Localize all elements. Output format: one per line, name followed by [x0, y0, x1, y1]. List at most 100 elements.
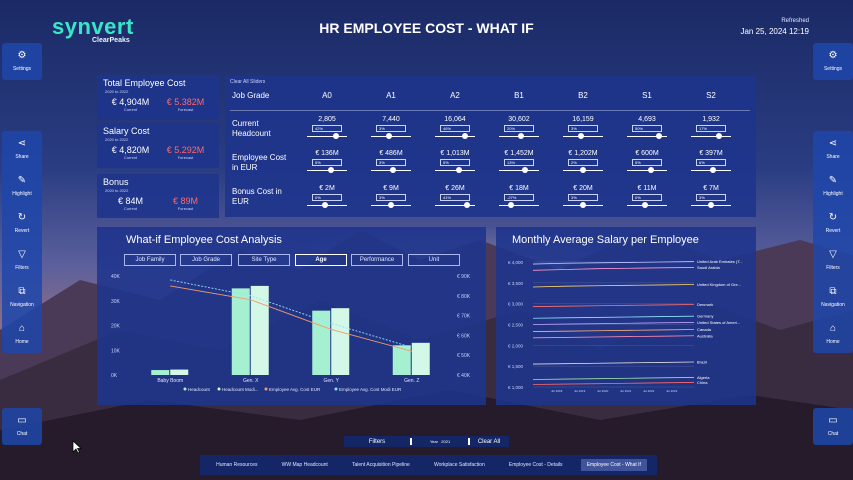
slider-handle[interactable]: [580, 202, 586, 208]
clear-all-sliders-button[interactable]: Clear All Sliders: [230, 79, 266, 85]
filters-button-left[interactable]: ▽ Filters: [15, 249, 29, 272]
salary-line[interactable]: [532, 377, 695, 380]
slider-track[interactable]: [691, 133, 731, 139]
salary-line[interactable]: [532, 304, 695, 307]
slider-track[interactable]: [563, 202, 603, 208]
chat-button-left[interactable]: ▭ Chat: [16, 415, 28, 438]
home-button-right[interactable]: ⌂ Home: [826, 323, 840, 346]
percent-input[interactable]: -27%: [504, 194, 534, 201]
navigation-button-right[interactable]: ⧉ Navigation: [821, 286, 845, 309]
bar-headcount-modified[interactable]: [411, 342, 430, 375]
tab-site-type[interactable]: Site Type: [238, 254, 290, 266]
year-filter[interactable]: Year 2021: [429, 439, 451, 444]
filters-label[interactable]: Filters: [368, 438, 386, 445]
percent-input[interactable]: 20%: [504, 125, 534, 132]
bar-headcount[interactable]: [151, 370, 170, 375]
bar-headcount[interactable]: [231, 288, 250, 375]
percent-input[interactable]: 3%: [376, 194, 406, 201]
slider-handle[interactable]: [462, 133, 468, 139]
slider-track[interactable]: [563, 167, 603, 173]
chat-button-right[interactable]: ▭ Chat: [827, 415, 839, 438]
slider-handle[interactable]: [518, 133, 524, 139]
slider-track[interactable]: [499, 133, 539, 139]
slider-track[interactable]: [563, 133, 603, 139]
slider-track[interactable]: [691, 202, 731, 208]
salary-line[interactable]: [532, 361, 695, 365]
slider-handle[interactable]: [648, 167, 654, 173]
page-tab[interactable]: Employee Cost - Details: [508, 462, 563, 468]
slider-track[interactable]: [627, 133, 667, 139]
page-tab[interactable]: WW Map Headcount: [281, 462, 328, 468]
percent-input[interactable]: 13%: [504, 159, 534, 166]
tab-age[interactable]: Age: [295, 254, 347, 266]
page-tab[interactable]: Employee Cost - What If: [580, 459, 647, 471]
slider-track[interactable]: [499, 167, 539, 173]
slider-track[interactable]: [371, 167, 411, 173]
share-button-right[interactable]: ⋖ Share: [826, 138, 840, 161]
percent-input[interactable]: 6%: [696, 159, 726, 166]
percent-input[interactable]: 46%: [440, 125, 470, 132]
page-tab[interactable]: Talent Acquisition Pipeline: [351, 462, 410, 468]
salary-line[interactable]: [532, 329, 695, 332]
bar-headcount-modified[interactable]: [170, 369, 189, 375]
tab-job-family[interactable]: Job Family: [124, 254, 176, 266]
slider-handle[interactable]: [390, 167, 396, 173]
slider-handle[interactable]: [328, 167, 334, 173]
bar-headcount[interactable]: [312, 310, 331, 375]
slider-handle[interactable]: [322, 202, 328, 208]
share-button-left[interactable]: ⋖ Share: [15, 138, 29, 161]
bar-headcount[interactable]: [392, 345, 411, 375]
settings-button-right[interactable]: ⚙ Settings: [823, 50, 843, 73]
filters-button-right[interactable]: ▽ Filters: [826, 249, 840, 272]
percent-input[interactable]: 3%: [376, 125, 406, 132]
revert-button-right[interactable]: ↻ Revert: [825, 212, 841, 235]
percent-input[interactable]: 41%: [440, 194, 470, 201]
slider-handle[interactable]: [464, 202, 470, 208]
slider-handle[interactable]: [332, 133, 339, 139]
slider-handle[interactable]: [580, 167, 586, 173]
slider-track[interactable]: [307, 202, 347, 208]
slider-track[interactable]: [371, 202, 411, 208]
slider-handle[interactable]: [388, 202, 394, 208]
slider-track[interactable]: [691, 167, 731, 173]
slider-handle[interactable]: [522, 167, 528, 173]
percent-input[interactable]: 3%: [568, 125, 598, 132]
revert-button-left[interactable]: ↻ Revert: [14, 212, 30, 235]
bar-headcount-modified[interactable]: [331, 308, 350, 375]
page-tab[interactable]: Workplace Satisfaction: [433, 462, 485, 468]
percent-input[interactable]: 17%: [696, 125, 726, 132]
slider-track[interactable]: [307, 133, 347, 139]
salary-line[interactable]: [532, 261, 695, 265]
percent-input[interactable]: 0%: [312, 194, 342, 201]
slider-track[interactable]: [371, 133, 411, 139]
slider-track[interactable]: [307, 167, 347, 173]
slider-handle[interactable]: [716, 133, 722, 139]
slider-handle[interactable]: [508, 202, 514, 208]
slider-track[interactable]: [435, 202, 475, 208]
salary-line[interactable]: [532, 284, 695, 288]
percent-input[interactable]: 42%: [312, 125, 342, 132]
percent-input[interactable]: 0%: [632, 194, 662, 201]
home-button-left[interactable]: ⌂ Home: [15, 323, 29, 346]
salary-line[interactable]: [532, 322, 695, 325]
clear-all-filters-button[interactable]: Clear All: [477, 438, 501, 445]
tab-performance[interactable]: Performance: [351, 254, 403, 266]
slider-track[interactable]: [627, 167, 667, 173]
salary-line[interactable]: [532, 315, 695, 319]
percent-input[interactable]: 3%: [376, 159, 406, 166]
slider-track[interactable]: [435, 133, 475, 139]
slider-handle[interactable]: [708, 202, 714, 208]
percent-input[interactable]: 5%: [312, 159, 342, 166]
highlight-button-left[interactable]: ✎ Highlight: [12, 175, 32, 198]
percent-input[interactable]: 5%: [632, 159, 662, 166]
slider-track[interactable]: [435, 167, 475, 173]
salary-line[interactable]: [532, 382, 695, 385]
slider-handle[interactable]: [656, 133, 662, 139]
slider-handle[interactable]: [710, 167, 716, 173]
slider-track[interactable]: [499, 202, 539, 208]
percent-input[interactable]: 50%: [632, 125, 662, 132]
salary-line[interactable]: [532, 335, 695, 339]
salary-line[interactable]: [532, 267, 695, 271]
percent-input[interactable]: 3%: [696, 194, 726, 201]
line-series[interactable]: [170, 285, 412, 352]
